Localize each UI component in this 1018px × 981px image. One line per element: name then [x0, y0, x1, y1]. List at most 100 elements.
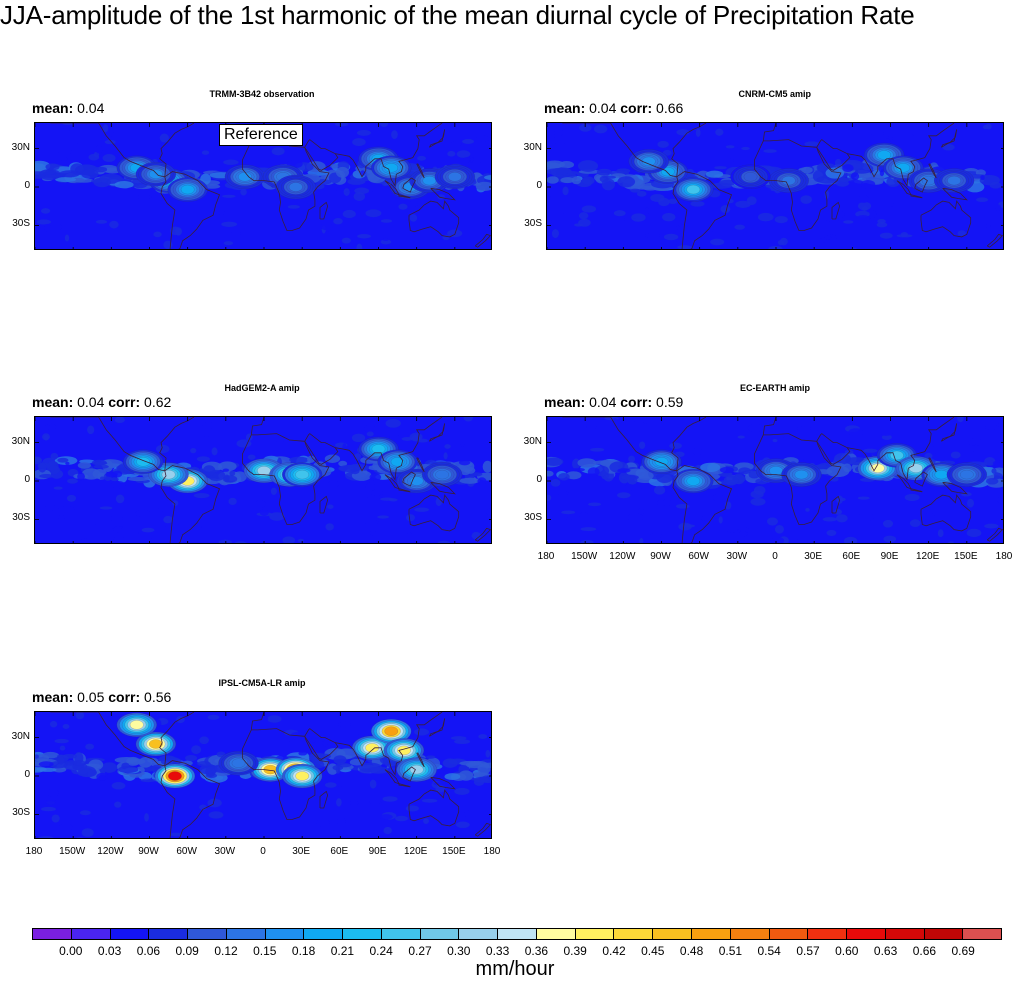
speckle-blob: [96, 220, 107, 224]
speckle-blob: [67, 478, 78, 483]
colorbar-label: 0.45: [633, 944, 673, 958]
hotspot-contour: [410, 765, 423, 774]
itcz-blob: [706, 171, 723, 178]
speckle-blob: [981, 518, 989, 524]
lat-tick-label: 0: [514, 474, 542, 485]
speckle-blob: [398, 204, 407, 210]
speckle-blob: [901, 232, 909, 237]
speckle-blob: [45, 175, 57, 178]
speckle-blob: [395, 816, 408, 822]
speckle-blob: [588, 502, 601, 506]
mean-label: mean:: [32, 394, 73, 410]
panel-stats: mean: 0.05 corr: 0.56: [32, 689, 171, 705]
speckle-blob: [391, 249, 396, 250]
speckle-blob: [58, 756, 65, 764]
colorbar-label: 0.39: [555, 944, 595, 958]
speckle-blob: [693, 448, 703, 455]
speckle-blob: [267, 715, 281, 723]
speckle-blob: [81, 538, 91, 543]
colorbar-label: 0.24: [361, 944, 401, 958]
speckle-blob: [260, 509, 269, 516]
speckle-blob: [50, 721, 57, 728]
hotspot-contour: [960, 470, 973, 479]
speckle-blob: [858, 496, 870, 499]
speckle-blob: [280, 233, 284, 240]
speckle-blob: [47, 789, 59, 797]
speckle-blob: [747, 196, 757, 205]
speckle-blob: [414, 728, 429, 735]
hotspot-contour: [935, 470, 948, 479]
speckle-blob: [826, 217, 839, 222]
speckle-blob: [219, 210, 225, 216]
speckle-blob: [282, 536, 295, 544]
speckle-blob: [298, 539, 304, 543]
speckle-blob: [566, 517, 571, 521]
speckle-blob: [720, 205, 730, 213]
speckle-blob: [638, 508, 644, 515]
speckle-blob: [350, 800, 359, 805]
speckle-blob: [65, 235, 69, 242]
speckle-blob: [676, 129, 689, 135]
speckle-blob: [103, 154, 116, 162]
speckle-blob: [41, 208, 50, 214]
corr-value: 0.56: [140, 689, 171, 705]
colorbar-label: 0.57: [788, 944, 828, 958]
itcz-blob: [459, 770, 474, 780]
speckle-blob: [223, 468, 229, 471]
colorbar-label: 0.42: [594, 944, 634, 958]
itcz-blob: [617, 176, 635, 187]
itcz-blob: [577, 458, 596, 467]
speckle-blob: [664, 234, 678, 240]
speckle-blob: [624, 484, 633, 491]
speckle-blob: [658, 198, 669, 206]
speckle-blob: [112, 782, 126, 789]
map-svg: [547, 417, 1004, 544]
speckle-blob: [135, 510, 151, 517]
colorbar-segment: [576, 929, 615, 939]
itcz-blob: [325, 455, 340, 464]
speckle-blob: [639, 538, 643, 544]
corr-label: corr:: [616, 100, 652, 116]
speckle-blob: [344, 188, 350, 196]
speckle-blob: [357, 130, 371, 136]
speckle-blob: [44, 224, 51, 232]
speckle-blob: [989, 214, 997, 218]
itcz-blob: [39, 474, 54, 478]
speckle-blob: [312, 742, 328, 747]
speckle-blob: [113, 536, 124, 544]
speckle-blob: [381, 219, 392, 223]
speckle-blob: [320, 447, 327, 453]
lon-tick-label: 150W: [564, 551, 604, 562]
speckle-blob: [231, 231, 241, 235]
colorbar-segment: [808, 929, 847, 939]
speckle-blob: [451, 141, 462, 146]
itcz-blob: [597, 169, 612, 176]
speckle-blob: [202, 150, 209, 155]
speckle-blob: [110, 515, 123, 521]
speckle-blob: [100, 476, 105, 479]
lat-tick-label: 0: [2, 180, 30, 191]
speckle-blob: [365, 482, 375, 491]
speckle-blob: [603, 176, 616, 179]
colorbar-label: 0.63: [866, 944, 906, 958]
itcz-blob: [59, 170, 80, 177]
speckle-blob: [551, 479, 561, 487]
speckle-blob: [370, 473, 382, 480]
speckle-blob: [77, 139, 90, 145]
colorbar-segment: [111, 929, 150, 939]
lon-tick-label: 30E: [281, 846, 321, 857]
colorbar-label: 0.60: [827, 944, 867, 958]
speckle-blob: [343, 210, 356, 218]
itcz-blob: [444, 773, 460, 780]
reference-label: Reference: [219, 124, 303, 146]
speckle-blob: [637, 191, 647, 197]
speckle-blob: [194, 493, 210, 498]
mean-value: 0.04: [585, 100, 616, 116]
speckle-blob: [444, 452, 448, 459]
lat-tick-label: 30S: [514, 512, 542, 523]
colorbar-segment: [33, 929, 72, 939]
map-svg: [35, 712, 492, 839]
speckle-blob: [820, 236, 832, 240]
mean-value: 0.04: [73, 394, 104, 410]
speckle-blob: [208, 715, 220, 720]
